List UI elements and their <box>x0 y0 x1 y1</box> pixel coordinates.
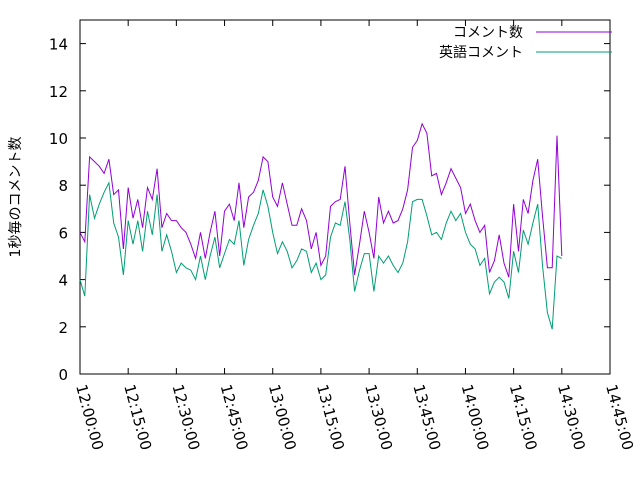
x-tick-label: 13:45:00 <box>409 382 444 452</box>
y-axis: 0 2 4 6 8 10 12 14 <box>49 36 610 384</box>
x-tick-label: 12:30:00 <box>168 382 203 452</box>
y-tick-label: 14 <box>49 36 68 54</box>
legend-label: コメント数 <box>453 25 523 41</box>
y-axis-label: 1秒毎のコメント数 <box>8 137 24 258</box>
legend-label: 英語コメント <box>439 44 523 61</box>
x-axis: 12:00:00 12:15:00 12:30:00 12:45:00 13:00:00… <box>72 20 637 452</box>
y-tick-label: 2 <box>58 319 68 337</box>
series-lines <box>79 122 563 330</box>
y-tick-label: 8 <box>58 177 68 195</box>
x-tick-label: 14:15:00 <box>506 382 541 452</box>
plot-frame <box>79 19 611 375</box>
x-tick-label: 12:45:00 <box>217 382 252 452</box>
x-tick-label: 14:30:00 <box>554 382 589 452</box>
x-tick-label: 14:00:00 <box>458 382 493 452</box>
y-tick-label: 4 <box>58 272 68 290</box>
x-tick-label: 12:15:00 <box>120 382 155 452</box>
x-tick-label: 12:00:00 <box>72 382 107 452</box>
x-tick-label: 13:30:00 <box>361 382 396 452</box>
series-line-1 <box>79 122 563 278</box>
y-tick-label: 6 <box>58 224 68 242</box>
y-tick-label: 10 <box>49 130 68 148</box>
y-tick-label: 12 <box>49 83 68 101</box>
x-tick-label: 13:15:00 <box>313 382 348 452</box>
x-tick-label: 13:00:00 <box>265 382 300 452</box>
y-tick-label: 0 <box>58 366 68 384</box>
series-line-2 <box>79 181 563 330</box>
x-tick-label: 14:45:00 <box>602 382 637 452</box>
